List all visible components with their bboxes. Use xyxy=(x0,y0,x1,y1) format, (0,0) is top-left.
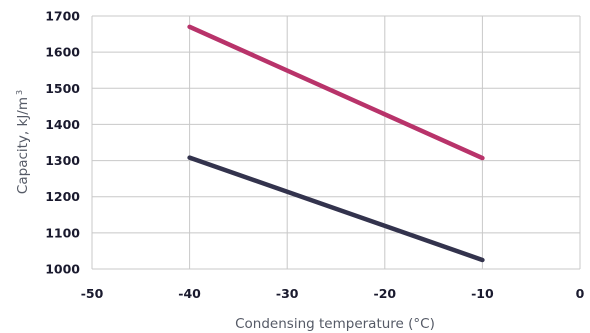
x-tick-label: -10 xyxy=(471,286,494,301)
y-axis-label-text: Capacity, kJ/m xyxy=(15,97,31,194)
x-tick-labels: -50 -40 -30 -20 -10 0 xyxy=(81,286,585,301)
series-line-1 xyxy=(187,24,485,161)
y-tick-labels: 1000 1100 1200 1300 1400 1500 1600 1700 xyxy=(45,9,80,277)
x-tick-label: -40 xyxy=(178,286,201,301)
x-tick-label: -20 xyxy=(374,286,397,301)
x-tick-label: -50 xyxy=(81,286,104,301)
x-tick-label: -30 xyxy=(276,286,299,301)
y-tick-label: 1600 xyxy=(45,45,80,60)
series-line-2 xyxy=(187,155,485,263)
x-axis-label: Condensing temperature (°C) xyxy=(235,316,435,332)
y-tick-label: 1100 xyxy=(45,225,80,240)
y-tick-label: 1700 xyxy=(45,9,80,24)
y-tick-label: 1400 xyxy=(45,117,80,132)
y-tick-label: 1500 xyxy=(45,81,80,96)
grid xyxy=(91,15,581,270)
y-axis-label-superscript: 3 xyxy=(15,90,24,95)
y-axis-label: Capacity, kJ/m 3 xyxy=(15,90,31,194)
y-tick-label: 1000 xyxy=(45,262,80,277)
y-tick-label: 1200 xyxy=(45,189,80,204)
y-tick-label: 1300 xyxy=(45,153,80,168)
series-lines xyxy=(187,24,485,263)
x-tick-label: 0 xyxy=(576,286,585,301)
